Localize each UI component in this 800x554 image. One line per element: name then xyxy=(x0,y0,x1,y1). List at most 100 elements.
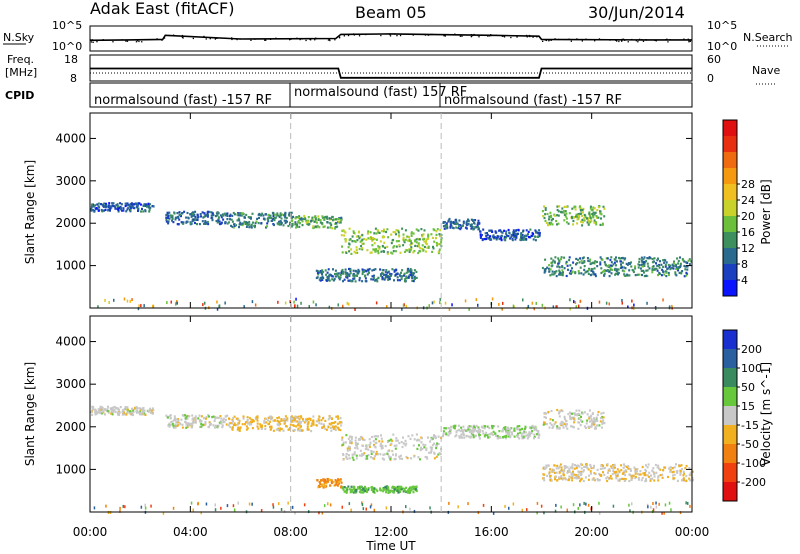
velocity-echo-cell xyxy=(490,433,493,436)
power-echo-cell xyxy=(174,218,177,221)
velocity-echo-cell xyxy=(652,467,655,470)
power-echo-cell xyxy=(679,265,682,268)
power-speckle xyxy=(175,302,177,306)
velocity-echo-cell xyxy=(688,477,691,480)
power-echo-cell xyxy=(334,272,336,276)
velocity-echo-cell xyxy=(597,410,600,414)
velocity-echo-cell xyxy=(371,457,374,460)
velocity-echo-cell xyxy=(680,464,683,467)
power-echo-cell xyxy=(549,268,552,271)
power-echo-cell xyxy=(415,238,418,241)
power-echo-cell xyxy=(595,223,598,226)
velocity-echo-cell xyxy=(653,475,656,478)
power-echo-cell xyxy=(217,219,220,222)
velocity-echo-cell xyxy=(109,407,112,410)
velocity-echo-cell xyxy=(173,426,176,429)
nsky-right-label: N.Search xyxy=(743,31,793,44)
nsky-point xyxy=(135,39,137,41)
power-echo-cell xyxy=(266,225,268,228)
power-speckle xyxy=(662,298,664,302)
velocity-echo-cell xyxy=(398,489,400,492)
power-speckle xyxy=(552,305,555,309)
power-echo-cell xyxy=(634,267,637,270)
power-echo-cell xyxy=(470,218,473,221)
power-echo-cell xyxy=(238,226,240,229)
power-echo-cell xyxy=(626,273,629,276)
power-echo-cell xyxy=(544,258,547,261)
velocity-echo-cell xyxy=(599,474,602,477)
velocity-echo-cell xyxy=(526,437,529,440)
velocity-echo-cell xyxy=(417,438,420,441)
velocity-echo-cell xyxy=(462,430,465,434)
power-echo-cell xyxy=(621,261,624,264)
velocity-echo-cell xyxy=(408,487,411,490)
power-colorbar-swatch xyxy=(723,184,737,201)
power-echo-cell xyxy=(204,214,207,217)
velocity-echo-cell xyxy=(270,425,273,428)
nsky-point xyxy=(454,33,456,35)
velocity-echo-cell xyxy=(117,408,120,411)
nsky-point xyxy=(301,38,303,40)
power-echo-cell xyxy=(581,257,584,260)
velocity-echo-cell xyxy=(556,425,559,428)
velocity-echo-cell xyxy=(373,443,375,447)
power-echo-cell xyxy=(606,257,609,260)
velocity-echo-cell xyxy=(569,466,572,469)
velocity-echo-cell xyxy=(364,457,367,460)
power-echo-cell xyxy=(386,271,389,274)
velocity-echo-cell xyxy=(624,465,627,468)
power-echo-cell xyxy=(634,274,637,277)
power-echo-cell xyxy=(586,221,589,224)
power-speckle xyxy=(577,304,580,308)
velocity-echo-cell xyxy=(174,426,177,429)
velocity-echo-cell xyxy=(554,478,556,481)
velocity-speckle xyxy=(413,509,416,513)
power-speckle xyxy=(579,299,582,303)
power-echo-cell xyxy=(515,233,518,236)
velocity-echo-cell xyxy=(396,489,399,492)
power-echo-cell xyxy=(414,244,417,247)
power-echo-cell xyxy=(638,273,641,276)
power-echo-cell xyxy=(233,213,236,216)
velocity-speckle xyxy=(577,506,579,510)
velocity-speckle xyxy=(655,505,658,509)
nsky-point xyxy=(215,37,218,39)
power-echo-cell xyxy=(541,266,544,270)
velocity-echo-cell xyxy=(689,479,692,482)
velocity-echo-cell xyxy=(492,430,495,433)
power-echo-cell xyxy=(117,210,120,213)
power-echo-cell xyxy=(253,224,256,227)
velocity-echo-cell xyxy=(601,415,604,419)
power-echo-cell xyxy=(321,275,324,278)
velocity-echo-cell xyxy=(654,463,657,467)
power-echo-cell xyxy=(343,234,346,237)
power-echo-cell xyxy=(563,256,566,259)
velocity-echo-cell xyxy=(496,437,499,440)
power-echo-cell xyxy=(372,237,374,240)
velocity-echo-cell xyxy=(311,422,314,425)
nsky-left-tick-top: 10^5 xyxy=(52,19,82,32)
power-echo-cell xyxy=(246,222,249,225)
velocity-echo-cell xyxy=(365,487,368,490)
nsky-point xyxy=(478,36,480,38)
power-echo-cell xyxy=(303,214,306,218)
power-echo-cell xyxy=(117,205,120,208)
power-echo-cell xyxy=(353,275,356,278)
power-echo-cell xyxy=(230,224,233,227)
power-echo-cell xyxy=(404,248,407,252)
power-echo-cell xyxy=(571,270,574,273)
power-echo-cell xyxy=(548,270,551,273)
power-speckle xyxy=(439,301,441,305)
power-echo-cell xyxy=(510,233,513,237)
power-echo-cell xyxy=(144,204,147,207)
velocity-echo-cell xyxy=(212,424,215,427)
power-echo-cell xyxy=(592,271,595,274)
velocity-echo-cell xyxy=(509,427,512,430)
velocity-echo-cell xyxy=(505,435,508,438)
power-echo-cell xyxy=(378,247,381,250)
power-echo-cell xyxy=(353,277,356,280)
velocity-echo-cell xyxy=(379,487,382,490)
power-echo-cell xyxy=(190,215,193,218)
power-echo-cell xyxy=(515,236,518,239)
